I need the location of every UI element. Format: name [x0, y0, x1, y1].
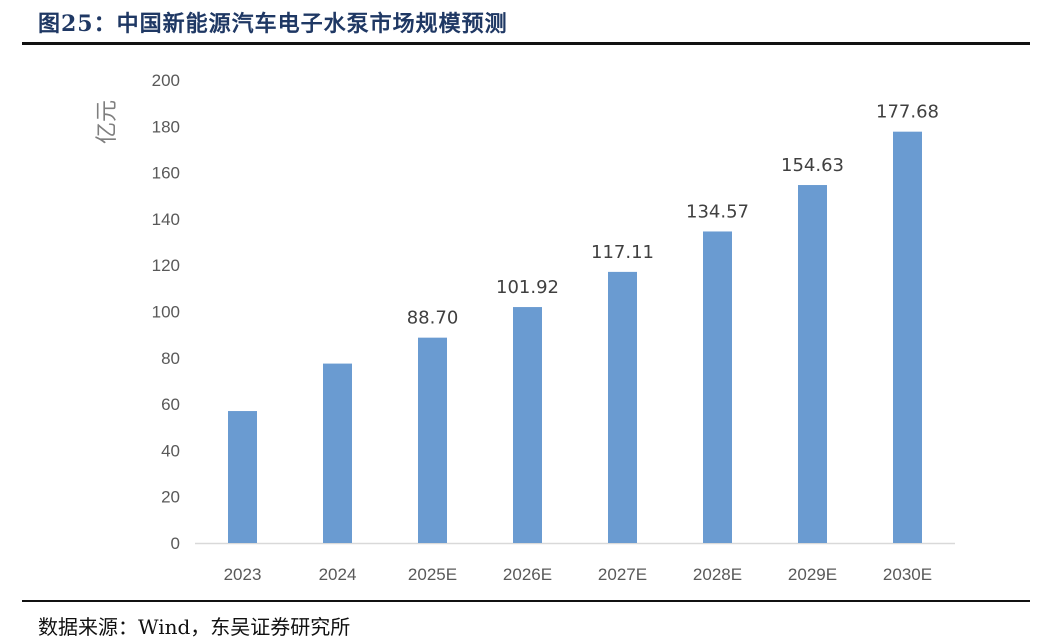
data-label: 154.63 [781, 155, 844, 176]
x-tick-label: 2027E [598, 565, 647, 584]
y-tick-label: 100 [152, 303, 180, 322]
x-tick-label: 2024 [319, 565, 357, 584]
bar-2025E [418, 337, 447, 543]
y-tick-label: 0 [171, 534, 180, 553]
x-tick-label: 2028E [693, 565, 742, 584]
y-tick-label: 60 [161, 395, 180, 414]
bar-2023 [228, 411, 257, 543]
x-tick-label: 2026E [503, 565, 552, 584]
bar-2028E [703, 231, 732, 543]
top-rule [22, 42, 1030, 45]
x-tick-label: 2025E [408, 565, 457, 584]
bar-chart: 0 20 40 60 80 100 120 140 160 180 200 88.70 101.92 1… [95, 71, 955, 584]
x-tick-label: 2030E [883, 565, 932, 584]
figure-title: 图25：中国新能源汽车电子水泵市场规模预测 [38, 11, 508, 37]
data-label: 177.68 [876, 102, 939, 123]
x-axis-ticks: 2023 2024 2025E 2026E 2027E 2028E 2029E 2030E [224, 565, 933, 584]
y-tick-label: 20 [161, 488, 180, 507]
bar-2024 [323, 363, 352, 543]
data-label: 117.11 [591, 242, 654, 263]
bars [228, 131, 922, 543]
y-tick-label: 180 [152, 117, 180, 136]
bar-2029E [798, 185, 827, 543]
y-tick-label: 40 [161, 441, 180, 460]
y-tick-label: 120 [152, 256, 180, 275]
bar-2026E [513, 307, 542, 543]
bottom-rule [22, 600, 1030, 602]
source-note: 数据来源：Wind，东吴证券研究所 [38, 615, 351, 639]
data-label: 134.57 [686, 201, 749, 222]
y-tick-label: 160 [152, 164, 180, 183]
y-axis-ticks: 0 20 40 60 80 100 120 140 160 180 200 [152, 71, 180, 553]
y-tick-label: 80 [161, 349, 180, 368]
y-axis-label: 亿元 [95, 100, 120, 144]
y-tick-label: 200 [152, 71, 180, 90]
bar-2027E [608, 271, 637, 543]
x-tick-label: 2023 [224, 565, 262, 584]
data-labels: 88.70 101.92 117.11 134.57 154.63 177.68 [407, 102, 939, 329]
data-label: 101.92 [496, 277, 559, 298]
y-tick-label: 140 [152, 210, 180, 229]
x-tick-label: 2029E [788, 565, 837, 584]
data-label: 88.70 [407, 308, 459, 329]
bar-2030E [893, 131, 922, 543]
